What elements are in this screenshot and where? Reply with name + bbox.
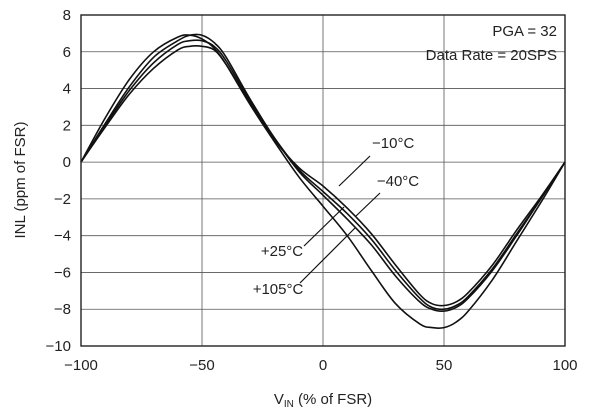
- x-axis-label-main: V: [274, 391, 284, 408]
- x-tick-labels: −100 −50 0 50 100: [64, 357, 577, 374]
- y-tick-labels: 8 6 4 2 0 −2 −4 −6 −8 −10: [46, 7, 71, 355]
- y-tick-label-9: −10: [46, 338, 71, 355]
- y-tick-label-3: 2: [63, 117, 71, 134]
- x-tick-label-3: 50: [436, 357, 453, 374]
- series-line-0: [80, 44, 566, 307]
- series-line-3: [80, 34, 566, 329]
- x-axis-label-subscript: IN: [284, 399, 294, 410]
- series-line-2: [80, 33, 566, 312]
- x-tick-label-1: −50: [189, 357, 214, 374]
- pointer-minus40: [355, 192, 381, 217]
- x-tick-label-0: −100: [64, 357, 98, 374]
- y-axis-label: INL (ppm of FSR): [12, 122, 29, 239]
- series-labels: −10°C −40°C +25°C +105°C: [253, 135, 420, 298]
- y-tick-label-8: −8: [54, 301, 71, 318]
- series-label-plus105: +105°C: [253, 281, 304, 298]
- pointer-plus25: [303, 206, 345, 247]
- y-tick-label-2: 4: [63, 81, 71, 98]
- condition-pga: PGA = 32: [492, 23, 557, 40]
- y-tick-label-7: −6: [54, 264, 71, 281]
- series-label-minus40: −40°C: [377, 173, 419, 190]
- x-tick-label-2: 0: [319, 357, 327, 374]
- condition-data-rate: Data Rate = 20SPS: [426, 47, 557, 64]
- y-tick-label-1: 6: [63, 44, 71, 61]
- x-tick-label-4: 100: [552, 357, 577, 374]
- series-line-1: [80, 39, 566, 311]
- y-tick-label-0: 8: [63, 7, 71, 24]
- series-label-minus10: −10°C: [372, 135, 414, 152]
- x-axis-label: VIN (% of FSR): [274, 391, 372, 410]
- conditions-legend: PGA = 32 Data Rate = 20SPS: [426, 23, 557, 64]
- y-tick-label-5: −2: [54, 191, 71, 208]
- y-tick-label-4: 0: [63, 154, 71, 171]
- y-tick-label-6: −4: [54, 228, 71, 245]
- grid-lines: [81, 15, 565, 346]
- pointer-plus105: [299, 227, 356, 284]
- series-lines: [80, 33, 566, 329]
- plot-frame: [80, 14, 566, 347]
- x-axis-label-rest: (% of FSR): [294, 391, 372, 408]
- series-label-plus25: +25°C: [261, 243, 303, 260]
- pointer-minus10: [338, 155, 371, 187]
